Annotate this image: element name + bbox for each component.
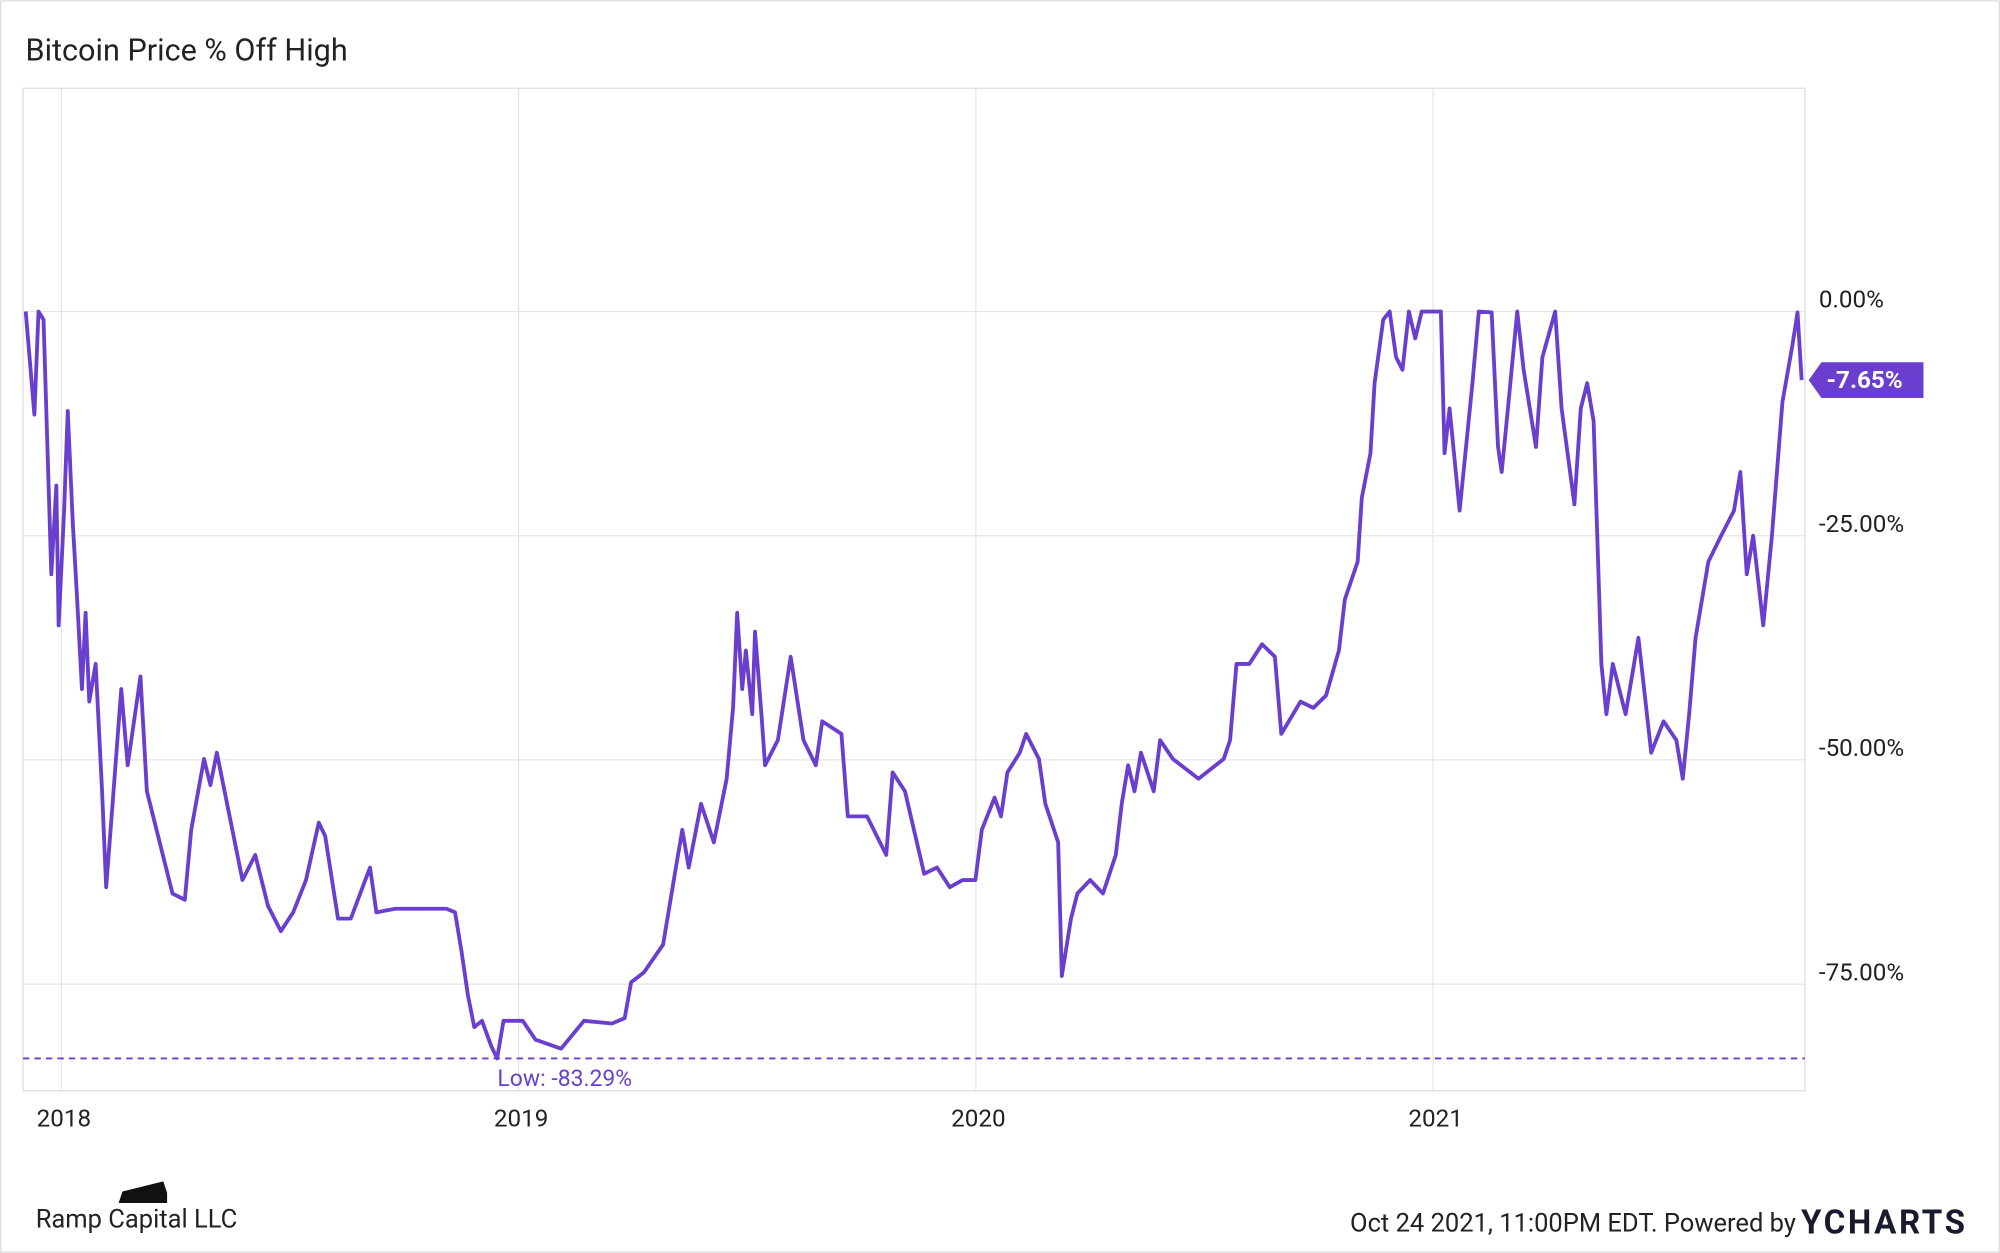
x-tick-label: 2019	[494, 1105, 548, 1133]
series-line	[23, 309, 1804, 1061]
y-tick-label: -25.00%	[1819, 510, 1904, 538]
end-badge	[1808, 362, 1924, 398]
chart-title: Bitcoin Price % Off High	[26, 34, 348, 69]
end-label: -7.65%	[1827, 366, 1903, 394]
y-tick-label: -50.00%	[1819, 734, 1904, 762]
low-label: Low: -83.29%	[497, 1065, 632, 1092]
x-tick-label: 2021	[1408, 1105, 1462, 1133]
footer: Oct 24 2021, 11:00PM EDT. Powered by	[1350, 1208, 1796, 1238]
y-tick-label: -75.00%	[1819, 958, 1904, 986]
x-tick-label: 2020	[951, 1105, 1005, 1133]
y-tick-label: 0.00%	[1819, 286, 1884, 314]
x-tick-label: 2018	[37, 1105, 91, 1133]
brand: YCHARTS	[1801, 1203, 1968, 1242]
plot-frame	[22, 87, 1806, 1092]
source: Ramp Capital LLC	[36, 1205, 238, 1235]
source-logo	[118, 1181, 168, 1204]
